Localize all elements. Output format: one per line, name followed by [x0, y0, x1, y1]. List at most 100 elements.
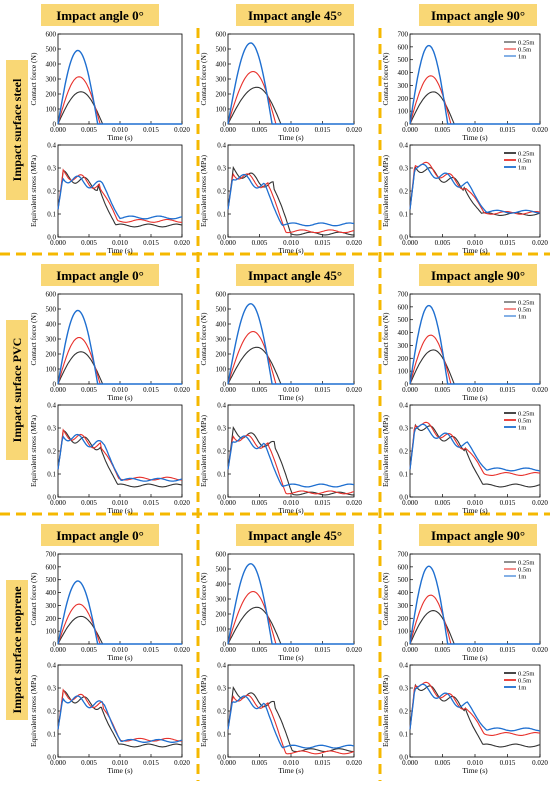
r2c0-force-ytick-label-2: 200: [46, 615, 57, 623]
r0c2-stress-xtick-label-4: 0.020: [532, 239, 548, 247]
r1c2-header: Impact angle 90°: [431, 268, 525, 283]
r1c0-stress-ytick-label-3: 0.3: [47, 425, 56, 433]
r2c2-stress-xtick-label-1: 0.005: [435, 759, 451, 767]
r1c1-stress-line-0.5m: [227, 434, 355, 495]
r0c2-force-ytick-label-7: 700: [398, 31, 409, 39]
r2c1-stress-xtick-label-3: 0.015: [315, 759, 331, 767]
r0c2-force-line-0.5m: [409, 75, 540, 125]
r0c0-force-ytick-label-4: 400: [46, 61, 57, 69]
r0c0-stress-xtick-label-4: 0.020: [174, 239, 190, 247]
r2c0-stress-ytick-label-2: 0.2: [47, 708, 56, 716]
r0c0-stress-line-1m: [57, 175, 183, 220]
r0c0-stress-xtick-label-2: 0.010: [112, 239, 128, 247]
r2c0-stress-xtick-label-0: 0.000: [50, 759, 66, 767]
r0c1-force-ytick-label-0: 0: [223, 121, 227, 129]
r1c2-stress-line-1m: [409, 423, 541, 472]
r2c2-stress-ylabel: Equivalent stress (MPa): [381, 674, 390, 747]
r1c2-force-ytick-label-4: 400: [398, 329, 409, 337]
r1c1-force-axes: 0 100 200 300 400 500 600 0.000 0.005 0.010 0.015 0…: [199, 291, 362, 403]
r2c2-header: Impact angle 90°: [431, 528, 525, 543]
r0c2-header-bg: [419, 4, 537, 26]
r1c1-stress-xtick-label-4: 0.020: [346, 499, 362, 507]
r1c2-force-ytick-label-6: 600: [398, 303, 409, 311]
r2c2-force-axes: 0 100 200 300 400 500 600 700 0.000 0.005 0.010 0.0…: [381, 551, 548, 663]
r2c1-stress-ytick-label-4: 0.4: [217, 662, 226, 670]
r2c2-stress-xtick-label-3: 0.015: [500, 759, 516, 767]
r0c2-force-legend-label-0: 0.25m: [518, 40, 534, 47]
r2c0-force-ytick-label-0: 0: [53, 641, 57, 649]
r1c0-force-xtick-label-1: 0.005: [81, 386, 97, 394]
r2c2-force-ytick-label-3: 300: [398, 602, 409, 610]
r2c1-stress-xtick-label-0: 0.000: [220, 759, 236, 767]
r0c1-stress-axes: 0.0 0.1 0.2 0.3 0.4 0.000 0.005 0.010 0.015 0.020…: [199, 142, 362, 256]
r1c0-force-xtick-label-0: 0.000: [50, 386, 66, 394]
r0c2-stress-axes: 0.0 0.1 0.2 0.3 0.4 0.000 0.005 0.010 0.015 0.020…: [381, 142, 548, 256]
r0c2-stress-ytick-label-0: 0.0: [399, 234, 408, 242]
r0c1-stress-ytick-label-1: 0.1: [217, 211, 226, 219]
r2c2-stress-line-0.25m: [409, 683, 541, 748]
r2c1-stress-xtick-label-2: 0.010: [283, 759, 299, 767]
r0c2-stress-line-0.5m: [409, 161, 541, 215]
r0c2-stress-xlabel: Time (s): [462, 246, 488, 255]
r0c0-force-ytick-label-0: 0: [53, 121, 57, 129]
r0c2-force-ytick-label-0: 0: [405, 121, 409, 129]
r0c0-force-line-1m: [57, 49, 182, 125]
r1c0-header-bg: [41, 264, 159, 286]
r1c2-stress-xtick-label-2: 0.010: [467, 499, 483, 507]
r1c1-force-ylabel: Contact force (N): [199, 312, 208, 365]
r0c2-force-axes: 0 100 200 300 400 500 600 700 0.000 0.005 0.010 0.0…: [381, 31, 548, 143]
r0c0-stress-ylabel: Equivalent stress (MPa): [29, 154, 38, 227]
r0c1-header: Impact angle 45°: [248, 8, 342, 23]
r1c0-force-xtick-label-2: 0.010: [112, 386, 128, 394]
r1c1-force-ytick-label-3: 300: [216, 336, 227, 344]
r0c0-stress-line-0.5m: [57, 168, 182, 223]
r1c0-stress-xlabel: Time (s): [107, 506, 133, 515]
r1c2-force-ytick-label-1: 100: [398, 368, 409, 376]
surface-label-2: Impact surface neoprene: [10, 586, 24, 714]
r2c2-header-bg: [419, 524, 537, 546]
r2c0-force-xtick-label-2: 0.010: [112, 646, 128, 654]
r0c1-force-ylabel: Contact force (N): [199, 52, 208, 105]
r0c0-force-ytick-label-1: 100: [46, 106, 57, 114]
r2c2-force-ytick-label-2: 200: [398, 615, 409, 623]
r0c0-force-xtick-label-3: 0.015: [143, 126, 159, 134]
r0c2-force-ytick-label-1: 100: [398, 108, 409, 116]
r2c1-stress-ytick-label-0: 0.0: [217, 754, 226, 762]
r0c0-header-bg: [41, 4, 159, 26]
r0c1-stress-ylabel: Equivalent stress (MPa): [199, 154, 208, 227]
r0c2-stress-xtick-label-3: 0.015: [500, 239, 516, 247]
r2c1-stress-ylabel: Equivalent stress (MPa): [199, 674, 208, 747]
r2c0-stress-ytick-label-4: 0.4: [47, 662, 56, 670]
r1c2-header-bg: [419, 264, 537, 286]
r2c2-force-line-0.5m: [409, 594, 540, 645]
r1c0-stress-ytick-label-1: 0.1: [47, 471, 56, 479]
r1c1-force-ytick-label-1: 100: [216, 366, 227, 374]
r2c0-force-ytick-label-1: 100: [46, 628, 57, 636]
r1c1-force-ytick-label-6: 600: [216, 291, 227, 299]
r2c1-stress-line-1m: [227, 695, 355, 749]
r2c2-force-ytick-label-6: 600: [398, 563, 409, 571]
r1c2-stress-xtick-label-4: 0.020: [532, 499, 548, 507]
r0c2-force-ylabel: Contact force (N): [381, 52, 390, 105]
r1c0-stress-line-0.5m: [57, 428, 182, 481]
r0c0-stress-ytick-label-4: 0.4: [47, 142, 56, 150]
r1c2-force-line-1m: [409, 304, 540, 385]
r0c2-force-ytick-label-4: 400: [398, 69, 409, 77]
r2c0-force-line-0.25m: [57, 615, 182, 645]
r1c2-force-ytick-label-2: 200: [398, 355, 409, 363]
r1c1-stress-ytick-label-1: 0.1: [217, 471, 226, 479]
r0c0-force-line-0.25m: [57, 91, 182, 125]
r2c1-force-ytick-label-2: 200: [216, 611, 227, 619]
r2c2-force-line-0.25m: [409, 610, 540, 645]
r1c0-force-axes: 0 100 200 300 400 500 600 0.000 0.005 0.010 0.015 0…: [29, 291, 190, 403]
r1c0-force-xtick-label-4: 0.020: [174, 386, 190, 394]
r0c1-stress-xlabel: Time (s): [278, 246, 304, 255]
r0c1-stress-xtick-label-0: 0.000: [220, 239, 236, 247]
r0c2-stress-line-0.25m: [409, 165, 541, 216]
r0c1-force-plot-frame: [227, 33, 355, 125]
r1c1-force-xtick-label-3: 0.015: [315, 386, 331, 394]
